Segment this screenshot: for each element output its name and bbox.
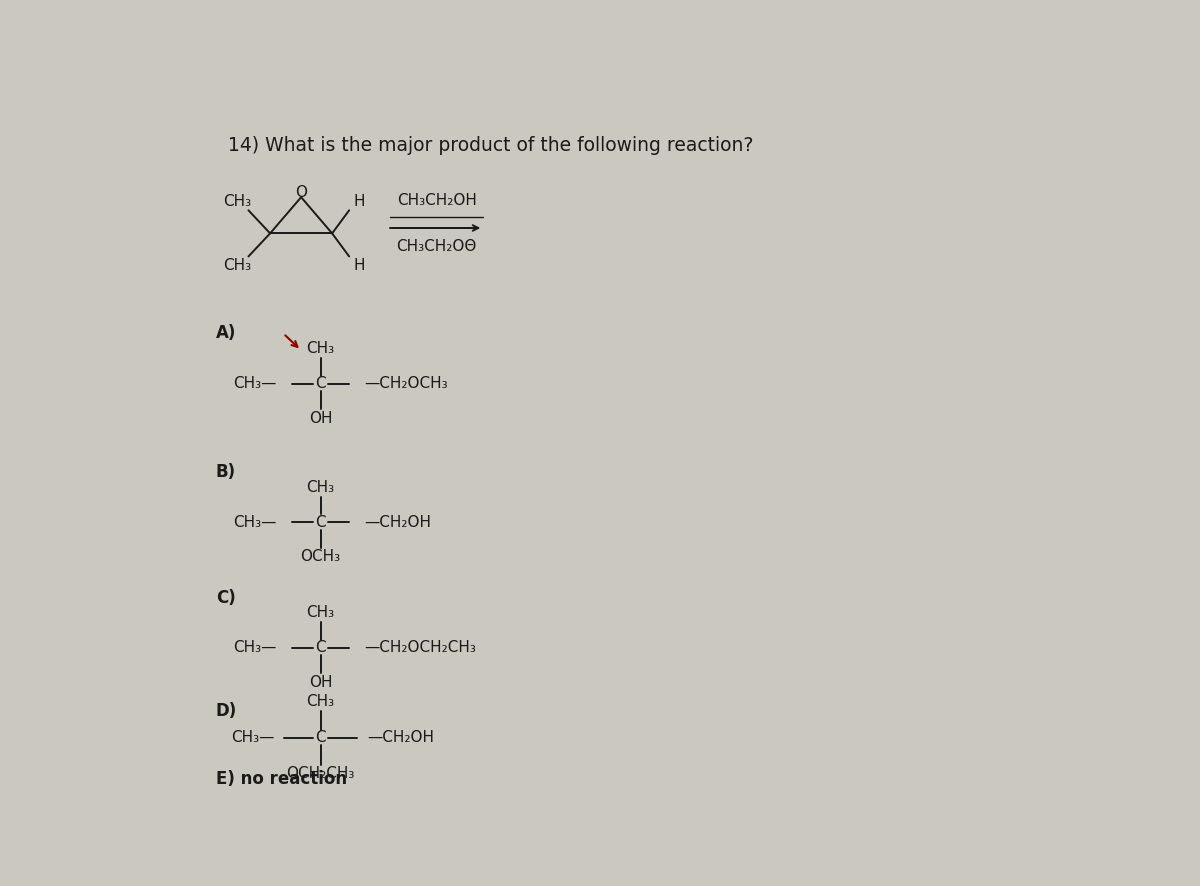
Text: O: O xyxy=(295,185,307,200)
Text: —CH₂OCH₂CH₃: —CH₂OCH₂CH₃ xyxy=(365,640,476,655)
Text: —CH₂OCH₃: —CH₂OCH₃ xyxy=(365,376,449,391)
Text: CH₃—: CH₃— xyxy=(233,515,276,530)
Text: CH₃—: CH₃— xyxy=(230,730,274,745)
Text: 14) What is the major product of the following reaction?: 14) What is the major product of the fol… xyxy=(228,136,752,154)
Text: —CH₂OH: —CH₂OH xyxy=(367,730,434,745)
Text: A): A) xyxy=(216,324,236,343)
Text: OCH₃: OCH₃ xyxy=(300,549,341,564)
Text: OCH₂CH₃: OCH₂CH₃ xyxy=(287,766,355,781)
Text: CH₃CH₂OH: CH₃CH₂OH xyxy=(397,193,476,207)
Text: H: H xyxy=(354,193,365,208)
Text: H: H xyxy=(354,258,365,273)
Text: CH₃—: CH₃— xyxy=(233,376,276,391)
Text: CH₃: CH₃ xyxy=(306,605,335,620)
Text: CH₃: CH₃ xyxy=(223,193,252,208)
Text: B): B) xyxy=(216,463,236,481)
Text: CH₃: CH₃ xyxy=(306,341,335,356)
Text: C): C) xyxy=(216,588,235,607)
Text: C: C xyxy=(316,515,326,530)
Text: E) no reaction: E) no reaction xyxy=(216,770,347,788)
Text: —CH₂OH: —CH₂OH xyxy=(365,515,432,530)
Text: CH₃: CH₃ xyxy=(306,694,335,709)
Text: OH: OH xyxy=(308,675,332,690)
Text: D): D) xyxy=(216,702,238,719)
Text: CH₃CH₂OΘ: CH₃CH₂OΘ xyxy=(396,239,476,254)
Text: C: C xyxy=(316,640,326,655)
Text: CH₃: CH₃ xyxy=(223,258,252,273)
Text: C: C xyxy=(316,730,326,745)
Text: C: C xyxy=(316,376,326,391)
Text: CH₃: CH₃ xyxy=(306,480,335,495)
Text: OH: OH xyxy=(308,411,332,425)
Text: CH₃—: CH₃— xyxy=(233,640,276,655)
